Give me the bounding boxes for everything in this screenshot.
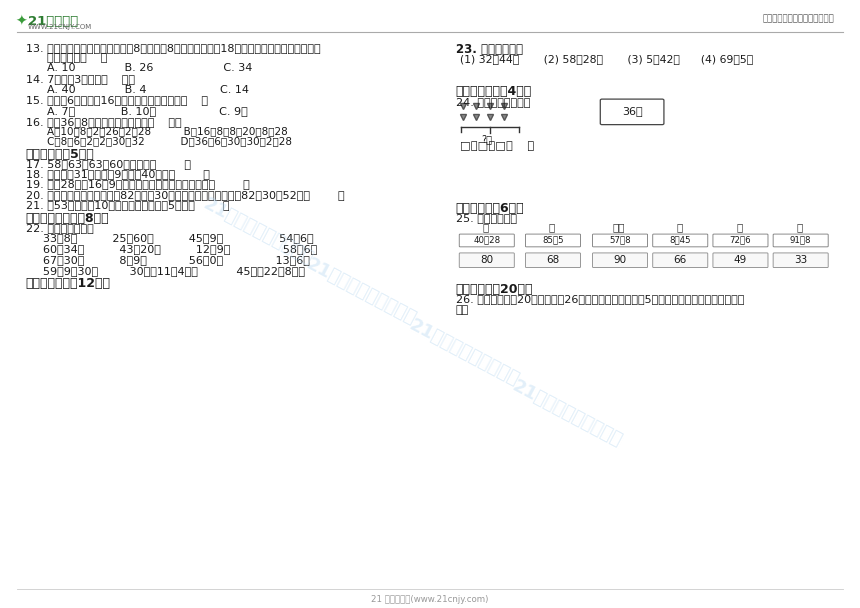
- Text: 21世纪教育网版权所有: 21世纪教育网版权所有: [407, 316, 522, 389]
- FancyBboxPatch shape: [593, 234, 648, 247]
- Text: 59－9－30＝         30＋（11－4）＝           45＋（22＋8）＝: 59－9－30＝ 30＋（11－4）＝ 45＋（22＋8）＝: [43, 266, 305, 275]
- Text: 猫: 猫: [482, 223, 489, 232]
- Text: 21世纪教育网版权所有: 21世纪教育网版权所有: [304, 255, 419, 328]
- Text: 21世纪教育网版权所有: 21世纪教育网版权所有: [510, 377, 625, 450]
- Text: 85－5: 85－5: [542, 235, 564, 244]
- Text: 24. 我会看图列算式。: 24. 我会看图列算式。: [456, 97, 530, 106]
- Text: 40＋28: 40＋28: [473, 235, 501, 244]
- Text: A. 7岁             B. 10岁                  C. 9岁: A. 7岁 B. 10岁 C. 9岁: [47, 106, 248, 116]
- Text: 25. 小动物收信。: 25. 小动物收信。: [456, 213, 517, 223]
- Text: 22. 直接写出得数。: 22. 直接写出得数。: [26, 223, 94, 232]
- Text: 六、看图列式（4分）: 六、看图列式（4分）: [456, 85, 532, 98]
- Text: 猴: 猴: [549, 223, 556, 232]
- FancyBboxPatch shape: [459, 253, 514, 268]
- Text: 72－6: 72－6: [729, 235, 752, 244]
- Text: 中小学教育资源及组卷应用平台: 中小学教育资源及组卷应用平台: [763, 15, 834, 24]
- Text: 36只: 36只: [622, 106, 642, 116]
- Text: 66: 66: [673, 255, 687, 264]
- Text: 90: 90: [613, 255, 627, 264]
- Text: 三、判断题（5分）: 三、判断题（5分）: [26, 148, 95, 161]
- Text: 20. 一个减法算式，被减数是82，差是30，减数是多少？列式是：82－30＝52，（        ）: 20. 一个减法算式，被减数是82，差是30，减数是多少？列式是：82－30＝5…: [26, 190, 344, 199]
- Text: 八、解答题（20分）: 八、解答题（20分）: [456, 283, 533, 295]
- Text: 21. 有53个小球，10个装一袋，可以装满5袋。（        ）: 21. 有53个小球，10个装一袋，可以装满5袋。（ ）: [26, 200, 230, 210]
- Text: 五、竖式计算（12分）: 五、竖式计算（12分）: [26, 277, 111, 290]
- FancyBboxPatch shape: [600, 99, 664, 125]
- Text: 21世纪教育网版权所有: 21世纪教育网版权所有: [200, 195, 316, 268]
- Text: □＋□＝□（    ）: □＋□＝□（ ）: [460, 141, 534, 151]
- FancyBboxPatch shape: [459, 234, 514, 247]
- Text: 33: 33: [794, 255, 808, 264]
- Text: ?只: ?只: [482, 134, 492, 144]
- Text: 四、口算和估算（8分）: 四、口算和估算（8分）: [26, 212, 109, 224]
- Text: A. 10              B. 26                    C. 34: A. 10 B. 26 C. 34: [47, 63, 253, 73]
- Text: (1) 32＋44＝       (2) 58－28＝       (3) 5＋42＝      (4) 69－5＝: (1) 32＋44＝ (2) 58－28＝ (3) 5＋42＝ (4) 69－5…: [460, 54, 753, 64]
- Text: 象: 象: [796, 223, 803, 232]
- Text: ✦: ✦: [15, 15, 28, 29]
- FancyBboxPatch shape: [653, 253, 708, 268]
- Text: 18. 爸爸今年31岁，再过9年，他40岁。（        ）: 18. 爸爸今年31岁，再过9年，他40岁。（ ）: [26, 169, 210, 179]
- Text: 26. 我们班原来有20个女生，有26个男生，这学期又转来5个同学，我们班现在有多少个学: 26. 我们班原来有20个女生，有26个男生，这学期又转来5个同学，我们班现在有…: [456, 294, 744, 304]
- Text: 8＋45: 8＋45: [669, 235, 691, 244]
- Text: WWW.21CNJY.COM: WWW.21CNJY.COM: [28, 24, 92, 30]
- Text: 21 世纪教育网(www.21cnjy.com): 21 世纪教育网(www.21cnjy.com): [372, 595, 488, 604]
- Text: 是多少吗？（    ）: 是多少吗？（ ）: [47, 53, 108, 63]
- Text: 68: 68: [546, 255, 560, 264]
- Text: 23. 用竖式计算。: 23. 用竖式计算。: [456, 43, 523, 55]
- Text: 91＋8: 91＋8: [790, 235, 812, 244]
- Text: 19. 计算28＋（16－9）时，要先算加法，再算减法。（        ）: 19. 计算28＋（16－9）时，要先算加法，再算减法。（ ）: [26, 179, 249, 189]
- Text: 13. 小飞做计算题时，不小心把加8看成了减8，计算的结果是18，你知道原来算式正确的得数: 13. 小飞做计算题时，不小心把加8看成了减8，计算的结果是18，你知道原来算式…: [26, 43, 321, 52]
- FancyBboxPatch shape: [773, 234, 828, 247]
- Text: 16. 计算36－8时，计算不正确的是（    ）。: 16. 计算36－8时，计算不正确的是（ ）。: [26, 117, 181, 126]
- FancyBboxPatch shape: [773, 253, 828, 268]
- Text: 七、连线题（6分）: 七、连线题（6分）: [456, 202, 525, 215]
- Text: 21世纪教育: 21世纪教育: [28, 15, 77, 27]
- FancyBboxPatch shape: [713, 234, 768, 247]
- FancyBboxPatch shape: [653, 234, 708, 247]
- Text: 33＋8＝          25＋60＝          45＋9＝                54－6＝: 33＋8＝ 25＋60＝ 45＋9＝ 54－6＝: [43, 233, 314, 243]
- Text: A. 40              B. 4                     C. 14: A. 40 B. 4 C. 14: [47, 85, 249, 94]
- Text: 49: 49: [734, 255, 747, 264]
- FancyBboxPatch shape: [713, 253, 768, 268]
- Text: 57－8: 57－8: [609, 235, 631, 244]
- Text: 67－30＝          8＋9＝            56＋0＝               13－6＝: 67－30＝ 8＋9＝ 56＋0＝ 13－6＝: [43, 255, 310, 264]
- Text: 80: 80: [480, 255, 494, 264]
- Text: 狗: 狗: [676, 223, 683, 232]
- Text: 生？: 生？: [456, 305, 469, 314]
- Text: 熊猫: 熊猫: [613, 223, 625, 232]
- Text: 14. 7个十减3个十是（    ）。: 14. 7个十减3个十是（ ）。: [26, 74, 135, 84]
- Text: 60＋34＝          43－20＝          12－9＝               58＋6＝: 60＋34＝ 43－20＝ 12－9＝ 58＋6＝: [43, 244, 317, 254]
- FancyBboxPatch shape: [593, 253, 648, 268]
- Text: C．8－6＝2，2＋30＝32           D．36－6＝30，30－2＝28: C．8－6＝2，2＋30＝32 D．36－6＝30，30－2＝28: [47, 136, 292, 146]
- Text: A．10－8＝2，26＋2＝28          B．16－8＝8，20＋8＝28: A．10－8＝2，26＋2＝28 B．16－8＝8，20＋8＝28: [47, 126, 288, 136]
- FancyBboxPatch shape: [525, 253, 581, 268]
- Text: 17. 58与63，63与60更接近。（        ）: 17. 58与63，63与60更接近。（ ）: [26, 159, 191, 168]
- Text: 兔: 兔: [736, 223, 743, 232]
- FancyBboxPatch shape: [525, 234, 581, 247]
- Text: 15. 我今年6岁，姐姐16岁，姐姐比我大几岁？（    ）: 15. 我今年6岁，姐姐16岁，姐姐比我大几岁？（ ）: [26, 95, 208, 105]
